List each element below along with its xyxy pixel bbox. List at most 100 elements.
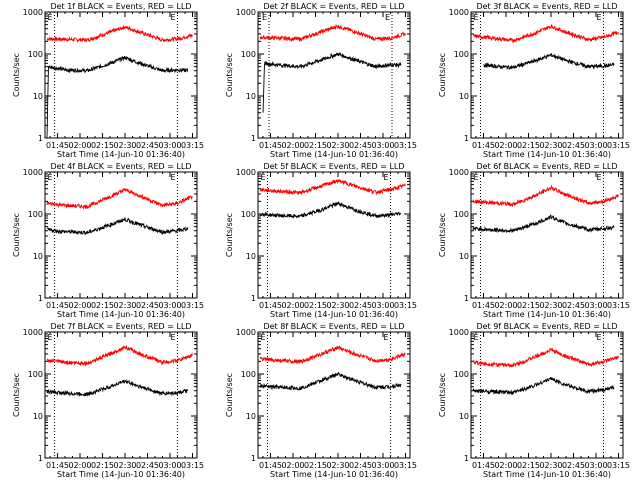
x-tick-label: 03:15 xyxy=(607,461,630,470)
lld-series-line xyxy=(259,23,406,43)
plot-frame xyxy=(470,171,624,299)
events-series-line xyxy=(259,372,402,391)
lld-series-line xyxy=(46,187,193,210)
x-axis-label: Start Time (14-Jun-10 01:36:40) xyxy=(270,310,398,319)
time-marker-label: E xyxy=(474,333,479,342)
x-tick-label: 02:15 xyxy=(304,461,327,470)
events-series-line xyxy=(472,377,615,396)
x-tick-label: 02:00 xyxy=(494,461,517,470)
time-marker-label: E xyxy=(384,173,389,182)
y-tick-label: 1000 xyxy=(236,8,256,17)
y-tick-label: 100 xyxy=(241,50,256,59)
y-tick-label: 1000 xyxy=(23,328,43,337)
y-axis-label: Counts/sec xyxy=(225,213,234,257)
x-tick-label: 02:00 xyxy=(281,141,304,150)
x-tick-label: 02:45 xyxy=(349,301,372,310)
x-tick-label: 02:45 xyxy=(349,461,372,470)
chart-title: Det 4f BLACK = Events, RED = LLD xyxy=(50,162,191,171)
x-tick-label: 03:15 xyxy=(607,141,630,150)
x-tick-label: 02:30 xyxy=(539,301,562,310)
time-marker-label: E xyxy=(262,13,267,22)
chart-title: Det 7f BLACK = Events, RED = LLD xyxy=(50,322,191,331)
time-marker-label: E xyxy=(474,13,479,22)
time-marker-label: E xyxy=(48,173,53,182)
time-marker-label: E xyxy=(48,333,53,342)
x-tick-label: 02:00 xyxy=(68,141,91,150)
y-tick-label: 100 xyxy=(28,210,43,219)
chart-panel-2: Det 2f BLACK = Events, RED = LLD 1 10 100 10… xyxy=(225,2,417,159)
x-axis-label: Start Time (14-Jun-10 01:36:40) xyxy=(57,150,185,159)
time-marker-label: E xyxy=(384,333,389,342)
lld-series-line xyxy=(259,345,406,365)
y-axis-label: Counts/sec xyxy=(225,53,234,97)
plot-frame xyxy=(44,171,198,299)
plot-frame xyxy=(470,11,624,139)
y-tick-label: 1 xyxy=(38,134,43,143)
x-tick-label: 02:45 xyxy=(136,301,159,310)
x-tick-label: 02:00 xyxy=(494,141,517,150)
y-tick-label: 10 xyxy=(246,92,256,101)
x-axis-label: Start Time (14-Jun-10 01:36:40) xyxy=(483,470,611,479)
x-tick-label: 02:30 xyxy=(539,141,562,150)
x-tick-label: 02:15 xyxy=(91,461,114,470)
x-tick-label: 01:45 xyxy=(46,301,69,310)
plot-frame xyxy=(44,11,198,139)
y-axis-label: Counts/sec xyxy=(12,53,21,97)
y-tick-label: 100 xyxy=(454,370,469,379)
lld-series-line xyxy=(46,344,193,367)
x-tick-label: 02:45 xyxy=(136,141,159,150)
x-tick-label: 03:00 xyxy=(584,461,607,470)
x-tick-label: 02:00 xyxy=(68,301,91,310)
time-marker-label: E xyxy=(597,333,602,342)
events-series-line xyxy=(46,378,189,397)
x-tick-label: 03:00 xyxy=(158,141,181,150)
x-tick-label: 03:15 xyxy=(394,461,417,470)
x-axis-label: Start Time (14-Jun-10 01:36:40) xyxy=(483,150,611,159)
x-tick-label: 02:45 xyxy=(562,141,585,150)
x-tick-label: 02:45 xyxy=(349,141,372,150)
x-tick-label: 03:15 xyxy=(181,301,204,310)
x-tick-label: 01:45 xyxy=(259,301,282,310)
events-series-line xyxy=(262,52,402,113)
chart-title: Det 3f BLACK = Events, RED = LLD xyxy=(476,2,617,11)
y-tick-label: 100 xyxy=(241,210,256,219)
chart-panel-8: Det 8f BLACK = Events, RED = LLD 1 10 100 10… xyxy=(225,322,417,479)
y-tick-label: 100 xyxy=(28,370,43,379)
y-tick-label: 10 xyxy=(459,252,469,261)
y-tick-label: 1 xyxy=(251,134,256,143)
y-tick-label: 1000 xyxy=(23,168,43,177)
events-series-line xyxy=(472,213,615,234)
lld-series-line xyxy=(259,179,406,196)
y-axis-label: Counts/sec xyxy=(12,213,21,257)
x-tick-label: 03:15 xyxy=(181,461,204,470)
x-tick-label: 02:00 xyxy=(68,461,91,470)
x-tick-label: 02:15 xyxy=(91,141,114,150)
y-axis-label: Counts/sec xyxy=(438,213,447,257)
lld-series-line xyxy=(473,23,619,44)
x-tick-label: 02:45 xyxy=(136,461,159,470)
chart-panel-7: Det 7f BLACK = Events, RED = LLD 1 10 100 10… xyxy=(12,322,204,479)
lld-series-line xyxy=(46,25,193,44)
y-axis-label: Counts/sec xyxy=(438,53,447,97)
x-axis-label: Start Time (14-Jun-10 01:36:40) xyxy=(57,310,185,319)
y-tick-label: 1 xyxy=(464,454,469,463)
x-tick-label: 03:00 xyxy=(584,141,607,150)
y-tick-label: 10 xyxy=(33,252,43,261)
x-tick-label: 02:15 xyxy=(91,301,114,310)
events-series-line xyxy=(259,200,402,219)
y-tick-label: 1 xyxy=(464,134,469,143)
y-tick-label: 1 xyxy=(464,294,469,303)
y-tick-label: 1 xyxy=(38,294,43,303)
events-series-line xyxy=(46,56,189,139)
chart-panel-1: Det 1f BLACK = Events, RED = LLD 1 10 100 10… xyxy=(12,2,204,159)
x-tick-label: 01:45 xyxy=(259,461,282,470)
y-axis-label: Counts/sec xyxy=(438,373,447,417)
x-tick-label: 02:30 xyxy=(113,461,136,470)
x-tick-label: 02:15 xyxy=(517,461,540,470)
time-marker-label: E xyxy=(171,173,176,182)
x-tick-label: 02:30 xyxy=(326,461,349,470)
x-tick-label: 03:00 xyxy=(158,301,181,310)
y-tick-label: 1000 xyxy=(236,328,256,337)
chart-title: Det 8f BLACK = Events, RED = LLD xyxy=(263,322,404,331)
events-series-line xyxy=(46,217,189,236)
